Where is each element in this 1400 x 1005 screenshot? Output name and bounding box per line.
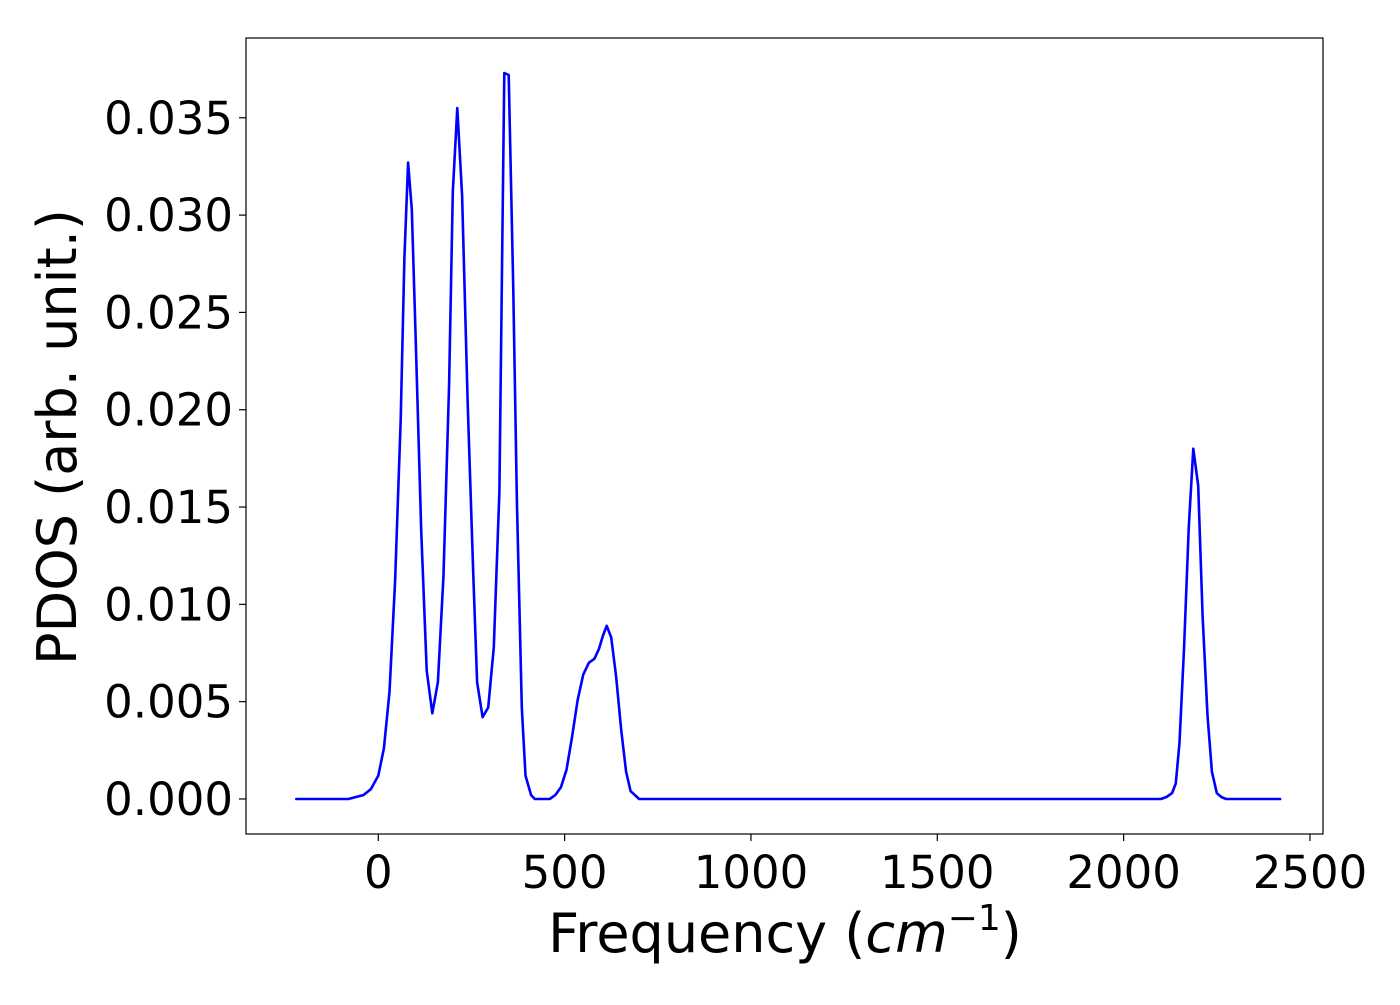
axes-frame xyxy=(245,37,1324,835)
x-axis-label-suffix: ) xyxy=(1001,902,1022,965)
x-tick-label: 2000 xyxy=(1066,846,1181,899)
x-tick-label: 500 xyxy=(522,846,608,899)
series-line-0 xyxy=(295,71,1282,801)
x-axis-label-math-sup: −1 xyxy=(948,898,1001,939)
y-tick-label: 0.020 xyxy=(104,384,233,437)
y-tick-label: 0.000 xyxy=(104,773,233,826)
y-tick-label: 0.025 xyxy=(104,286,233,339)
y-axis-label: PDOS (arb. unit.) xyxy=(26,209,89,665)
y-tick-label: 0.005 xyxy=(104,676,233,729)
y-tick-label: 0.015 xyxy=(104,481,233,534)
x-tick-label: 1500 xyxy=(880,846,995,899)
x-axis-label-math-base: cm xyxy=(865,902,947,965)
x-axis-label-prefix: Frequency ( xyxy=(548,902,865,965)
x-tick-label: 0 xyxy=(364,846,393,899)
x-tick-label: 2500 xyxy=(1253,846,1368,899)
x-axis-ticks: 0 500 1000 1500 2000 2500 xyxy=(364,834,1367,899)
y-tick-label: 0.035 xyxy=(104,92,233,145)
y-tick-label: 0.010 xyxy=(104,578,233,631)
x-axis-label: Frequency (cm−1) xyxy=(548,898,1022,965)
x-tick-label: 1000 xyxy=(694,846,809,899)
plot-area xyxy=(245,37,1324,835)
y-tick-label: 0.030 xyxy=(104,189,233,242)
y-axis-ticks: 0.000 0.005 0.010 0.015 0.020 0.025 0.030 0.035 xyxy=(104,92,246,826)
